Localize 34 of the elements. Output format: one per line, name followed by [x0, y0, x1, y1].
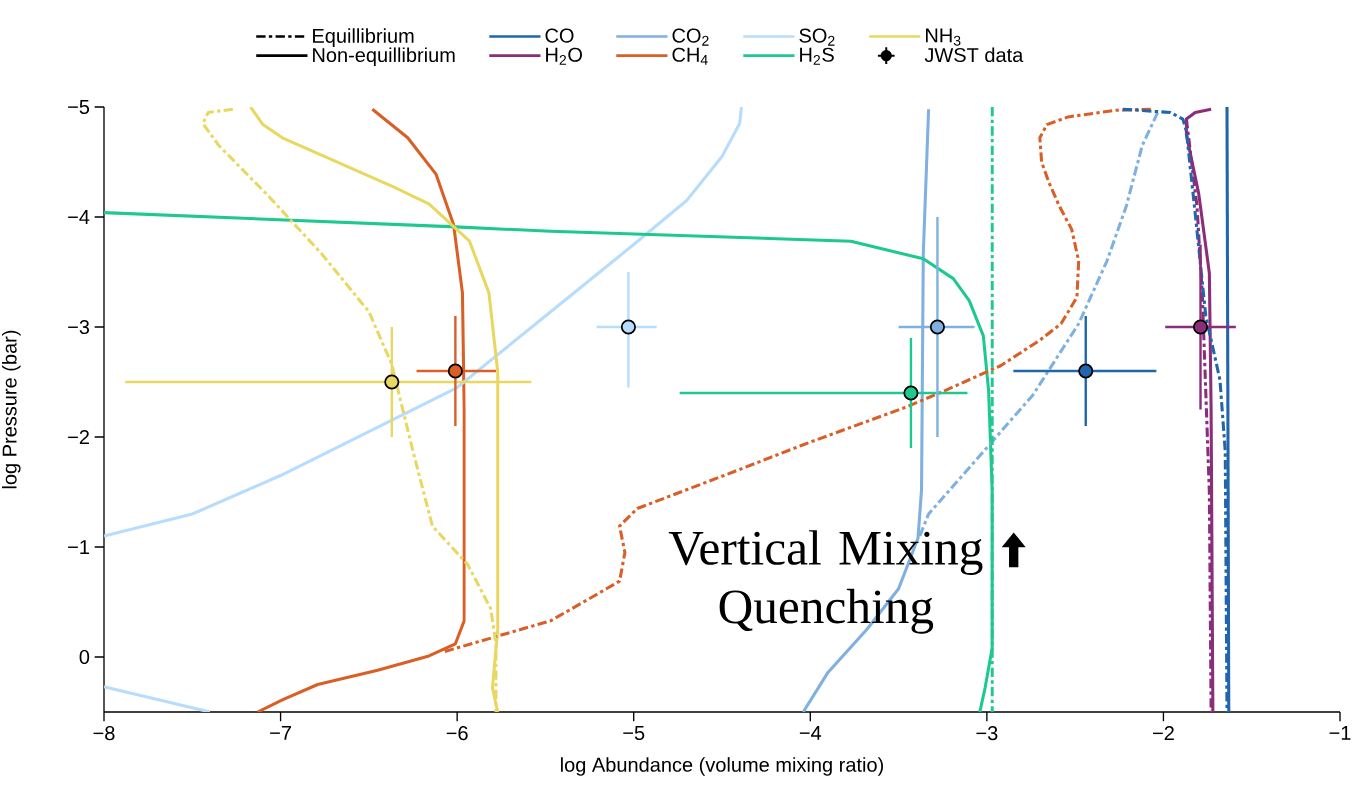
y-axis-title: log Pressure (bar): [1, 330, 21, 489]
x-tick-label: −8: [93, 726, 115, 741]
point: [620, 319, 636, 335]
legend-label: CO: [545, 28, 574, 43]
y-tick-label: −2: [68, 430, 89, 444]
legend-label: H$_{2}$S: [800, 47, 834, 65]
x-tick-label: −7: [270, 726, 291, 740]
legend-label: JWST data: [924, 47, 1024, 63]
x-tick-label: −2: [1153, 726, 1174, 741]
legend-label: CO$_{2}$: [672, 28, 709, 46]
y-tick-label: −1: [68, 540, 89, 554]
x-tick-label: −5: [623, 726, 645, 740]
legend-label: Equillibrium: [313, 28, 414, 47]
x-tick-label: −4: [799, 726, 822, 740]
y-tick-label: −5: [68, 100, 90, 114]
y-tick-label: 0: [79, 649, 90, 665]
point: [384, 374, 400, 390]
y-tick-label: −4: [68, 210, 90, 224]
point: [929, 319, 945, 335]
legend-label: Non-equillibrium: [313, 47, 455, 67]
legend-label: SO$_{2}$: [799, 28, 835, 46]
x-tick-label: −1: [1329, 726, 1351, 740]
legend-label: H$_{2}$O: [546, 47, 582, 65]
annotation: Vertical Mixing Quenching: [668, 530, 983, 634]
point: [447, 363, 463, 379]
legend-label: CH$_{4}$: [672, 47, 708, 65]
point: [903, 385, 919, 401]
x-axis-title: log Abundance (volume mixing ratio): [561, 757, 883, 776]
point: [1078, 363, 1094, 379]
x-tick-label: −3: [976, 726, 998, 741]
point: [1192, 319, 1209, 335]
legend-label: NH$_{3}$: [926, 28, 961, 46]
x-tick-label: −6: [446, 726, 468, 741]
y-tick-label: −3: [68, 319, 90, 335]
